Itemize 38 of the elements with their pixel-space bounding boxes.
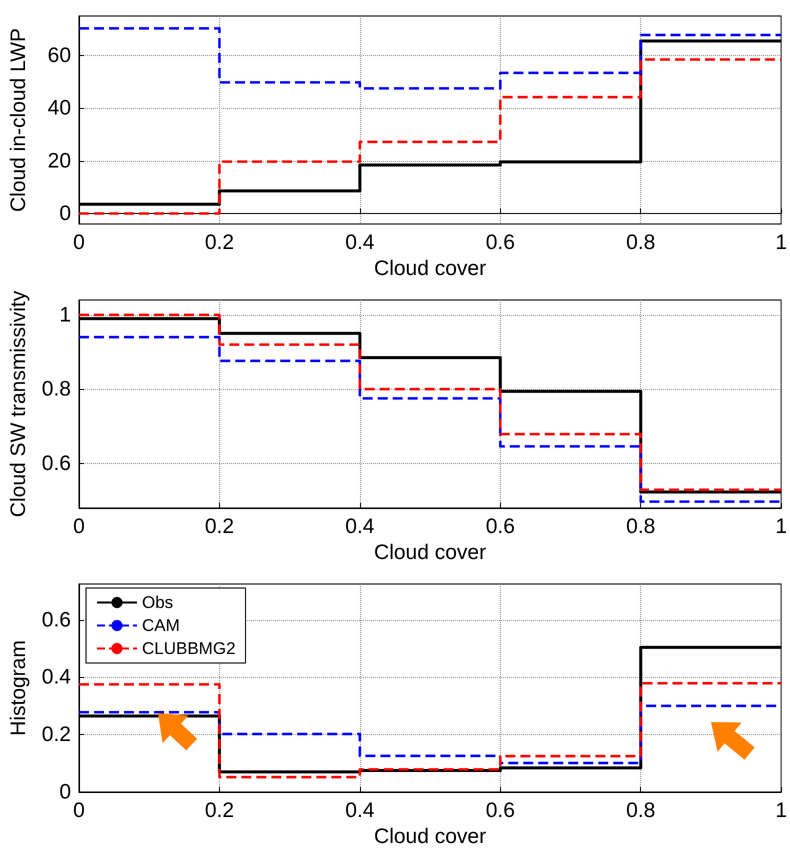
- x-tick-label: 0.2: [204, 515, 234, 538]
- y-tick-label: 0: [59, 780, 71, 804]
- y-tick-label: 60: [48, 44, 71, 67]
- y-axis-title: Cloud SW transmissivity: [7, 290, 30, 518]
- y-tick-label: 0.2: [42, 723, 71, 746]
- y-axis-title: Cloud in-cloud LWP: [7, 28, 30, 212]
- y-tick-label: 0.6: [42, 452, 71, 475]
- x-tick-label: 0.2: [204, 231, 234, 254]
- x-tick-label: 0.4: [345, 799, 375, 822]
- x-tick-label: 1: [775, 231, 788, 254]
- y-tick-label: 0.6: [42, 608, 71, 632]
- x-tick-label: 0: [73, 231, 85, 254]
- x-tick-label: 0.8: [626, 515, 656, 538]
- x-tick-label: 0: [73, 515, 85, 538]
- x-axis-title: Cloud cover: [374, 825, 486, 848]
- x-tick-label: 0.8: [626, 231, 656, 254]
- x-tick-label: 0.8: [626, 799, 656, 822]
- legend-label: Obs: [142, 593, 174, 612]
- x-tick-label: 0.4: [345, 231, 375, 254]
- y-tick-label: 1: [59, 303, 71, 326]
- y-tick-label: 20: [48, 149, 71, 172]
- x-tick-label: 0.2: [204, 799, 234, 822]
- x-axis-title: Cloud cover: [374, 541, 486, 564]
- x-tick-label: 1: [775, 799, 788, 822]
- legend-label: CAM: [142, 616, 180, 635]
- x-tick-label: 0.4: [345, 515, 375, 538]
- y-tick-label: 0.4: [42, 666, 72, 689]
- legend-label: CLUBBMG2: [142, 639, 236, 658]
- y-tick-label: 0: [59, 202, 71, 225]
- x-tick-label: 0.6: [486, 515, 515, 538]
- y-axis-title: Histogram: [7, 640, 30, 736]
- y-tick-label: 0.8: [42, 378, 71, 401]
- x-axis-title: Cloud cover: [374, 257, 486, 280]
- x-tick-label: 0: [73, 799, 85, 822]
- x-tick-label: 0.6: [486, 231, 515, 254]
- x-tick-label: 0.6: [486, 799, 515, 822]
- y-tick-label: 40: [48, 96, 71, 120]
- x-tick-label: 1: [775, 515, 788, 538]
